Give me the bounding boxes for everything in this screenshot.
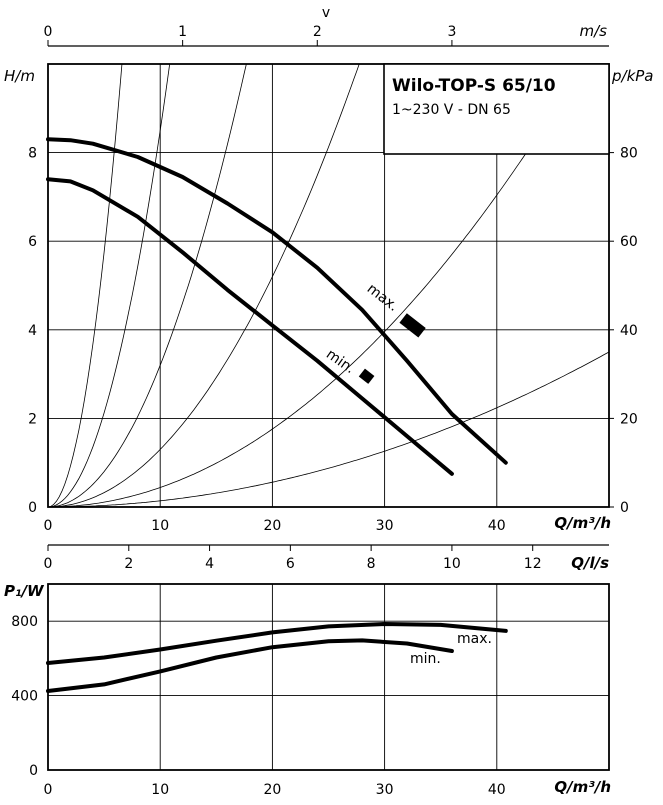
power-y-axis-title: P₁/W [4,582,45,600]
power-y-tick-label: 400 [11,689,38,705]
title-box-frame [383,63,610,155]
title-box-title: Wilo-TOP-S 65/10 [392,76,556,96]
velocity-axis-title: m/s [580,22,608,40]
series-layer [46,137,508,693]
system-curve-0 [48,64,123,507]
head-marker-max [399,313,426,338]
system-curve-2 [48,64,247,507]
velocity-tick-label: 1 [178,24,187,40]
velocity-tick-label: 0 [44,24,53,40]
velocity-tick-label: 2 [313,24,322,40]
title-box-subtitle: 1~230 V - DN 65 [392,102,511,118]
head-y-tick-label: 2 [28,411,37,427]
head-x-axis-title: Q/m³/h [554,514,611,532]
system-curves-layer [48,64,609,507]
head-x-tick-label: 10 [151,518,169,534]
head-right-tick-label: 0 [620,500,629,516]
power-x-tick-label: 0 [44,782,53,798]
head-curve-min [46,177,454,476]
head-curve-max [46,137,508,465]
velocity-tick-label: 3 [447,24,456,40]
title-box: Wilo-TOP-S 65/10 1~230 V - DN 65 [383,63,610,155]
head-right-tick-label: 80 [620,146,638,162]
power-curve-max [46,622,508,665]
head-label-max: max. [364,281,401,315]
flow-ls-tick-label: 2 [124,556,133,572]
power-x-tick-label: 20 [263,782,281,798]
head-y-axis-title: H/m [4,67,35,85]
head-right-tick-label: 40 [620,323,638,339]
flow-ls-tick-label: 4 [205,556,214,572]
head-marker-min [358,368,375,384]
system-curve-1 [48,64,171,507]
head-y-tick-label: 8 [28,146,37,162]
flow-ls-tick-label: 0 [44,556,53,572]
flow-ls-tick-label: 10 [443,556,461,572]
velocity-symbol: v [322,5,330,21]
power-y-tick-label: 800 [11,614,38,630]
flow-ls-tick-label: 12 [524,556,542,572]
power-label-min: min. [410,651,441,667]
frames-layer [47,40,614,771]
power-x-tick-label: 10 [151,782,169,798]
system-curve-5 [48,351,609,507]
head-y-tick-label: 6 [28,234,37,250]
power-frame [47,583,610,771]
power-label-max: max. [457,631,492,647]
head-x-tick-label: 40 [488,518,506,534]
power-x-tick-label: 40 [488,782,506,798]
power-x-axis-title: Q/m³/h [554,778,611,796]
flow-ls-axis-title: Q/l/s [571,554,609,572]
system-curve-4 [48,64,584,507]
head-x-tick-label: 20 [263,518,281,534]
system-curve-3 [48,64,360,507]
head-right-tick-label: 60 [620,234,638,250]
head-x-tick-label: 30 [376,518,394,534]
power-curve-min [46,638,454,693]
flow-ls-tick-label: 6 [286,556,295,572]
head-y-tick-label: 4 [28,323,37,339]
grid-layer [48,64,609,770]
power-y-tick-label: 0 [29,763,38,779]
flow-ls-tick-label: 8 [367,556,376,572]
head-right-axis-title: p/kPa [611,67,654,85]
head-right-tick-label: 20 [620,411,638,427]
power-x-tick-label: 30 [376,782,394,798]
head-x-tick-label: 0 [44,518,53,534]
head-y-tick-label: 0 [28,500,37,516]
head-frame [47,63,610,508]
